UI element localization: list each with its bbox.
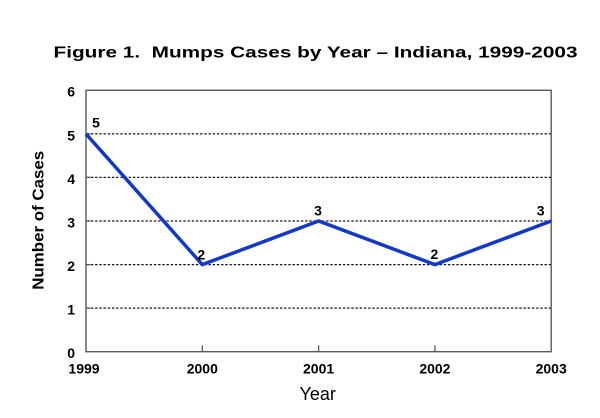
svg-text:2000: 2000 [187,361,218,377]
svg-text:Year: Year [300,384,336,404]
svg-text:1: 1 [67,302,75,318]
svg-text:3: 3 [314,202,322,218]
svg-text:3: 3 [67,214,75,230]
svg-text:2: 2 [197,247,205,263]
svg-text:2: 2 [431,246,439,262]
svg-text:2001: 2001 [303,361,334,377]
svg-text:2: 2 [67,258,75,274]
svg-text:6: 6 [67,84,75,100]
svg-text:1999: 1999 [68,361,99,377]
svg-text:4: 4 [67,171,75,187]
svg-text:2002: 2002 [419,361,450,377]
svg-text:2003: 2003 [536,361,567,377]
svg-text:5: 5 [67,127,75,143]
svg-text:Figure 1. Mumps Cases by Year: Figure 1. Mumps Cases by Year – Indiana,… [54,45,578,62]
svg-text:3: 3 [537,202,545,218]
svg-text:Number of Cases: Number of Cases [30,151,47,290]
svg-text:0: 0 [67,345,75,361]
svg-text:5: 5 [92,114,100,130]
